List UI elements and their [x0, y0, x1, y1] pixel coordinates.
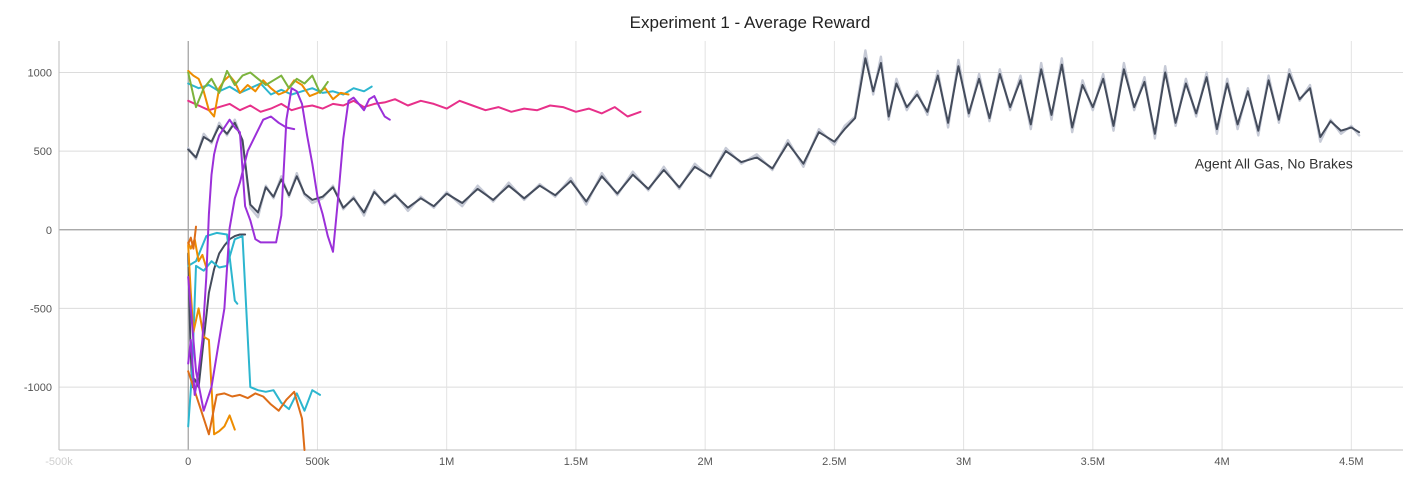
series-line-10	[187, 370, 306, 451]
plot-area	[59, 41, 1403, 450]
x-tick-label: 2.5M	[822, 456, 846, 468]
x-tick-label: 500k	[306, 456, 330, 468]
x-tick-label: 4.5M	[1339, 456, 1363, 468]
plot-background	[59, 41, 1403, 450]
x-tick-label: 4M	[1214, 456, 1229, 468]
gridlines	[58, 41, 1403, 450]
series-layer	[186, 49, 1361, 451]
y-tick-label: -1000	[24, 382, 52, 394]
x-tick-label: 1M	[439, 456, 454, 468]
series-line-14	[187, 115, 296, 412]
y-tick-label: 0	[46, 225, 52, 237]
series-line-7	[187, 69, 350, 118]
series-line-4	[187, 231, 239, 305]
series-line-13	[187, 87, 391, 396]
chart-title: Experiment 1 - Average Reward	[629, 13, 871, 32]
x-tick-label: 3M	[956, 456, 971, 468]
axis-lines	[58, 41, 1403, 451]
series-line-6	[187, 98, 642, 118]
x-tick-label: 2M	[698, 456, 713, 468]
annotations: Agent All Gas, No Brakes	[1195, 156, 1353, 172]
tick-labels: 1000 500 0 -500 -1000 -500k 0 500k 1M 1.5M 2M 2.5M 3…	[24, 67, 1364, 468]
x-tick-label: 3.5M	[1081, 456, 1105, 468]
series-line-9	[187, 238, 208, 269]
y-tick-label: -500	[30, 303, 52, 315]
y-tick-label: 1000	[28, 67, 52, 79]
x-tick-label: 1.5M	[564, 456, 588, 468]
series-line-1	[187, 57, 1361, 214]
series-line-11	[187, 225, 197, 250]
series-line-12	[187, 69, 329, 109]
x-tick-label: -500k	[45, 456, 73, 468]
annotation-label: Agent All Gas, No Brakes	[1195, 156, 1353, 172]
y-tick-label: 500	[34, 146, 52, 158]
x-tick-label: 0	[185, 456, 191, 468]
series-line-3	[187, 235, 321, 428]
